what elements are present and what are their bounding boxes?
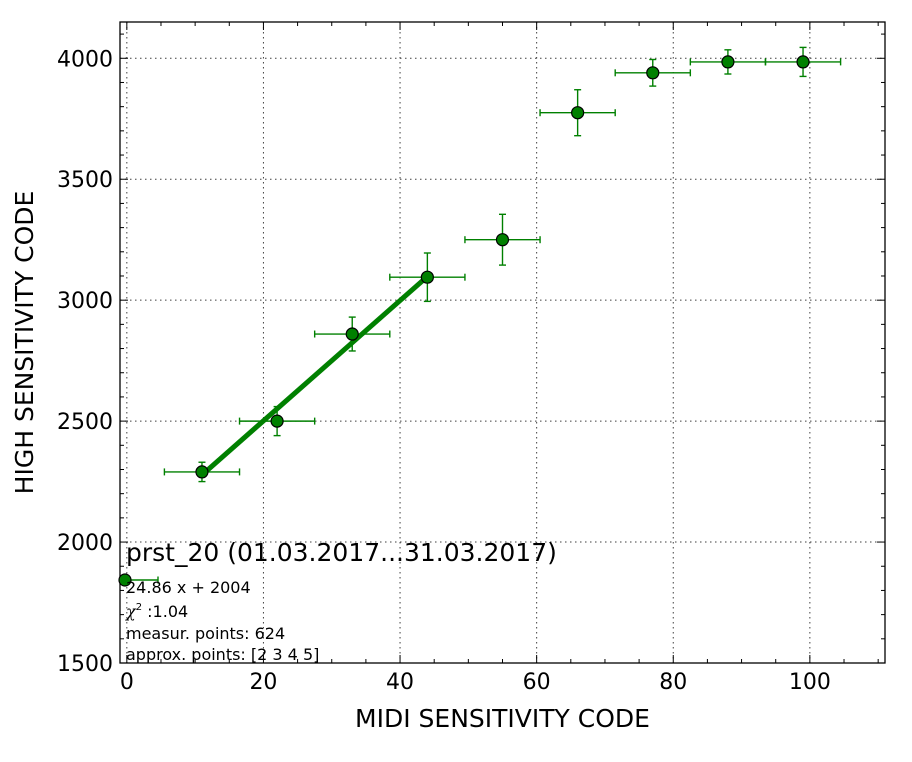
y-tick-label: 1500	[57, 652, 113, 677]
y-tick-label: 3500	[57, 168, 113, 193]
data-point	[571, 106, 585, 120]
x-tick-label: 20	[249, 670, 277, 695]
y-tick-label: 4000	[57, 47, 113, 72]
y-tick-label: 3000	[57, 289, 113, 314]
data-point-group	[464, 213, 541, 266]
x-tick-label: 80	[659, 670, 687, 695]
data-point-group	[163, 461, 241, 483]
y-tick-label: 2500	[57, 410, 113, 435]
points-layer	[163, 46, 842, 483]
legend-marker	[118, 573, 159, 587]
annotation-measured: measur. points: 624	[126, 624, 285, 643]
data-point	[270, 414, 284, 428]
data-point	[721, 55, 735, 69]
tick-labels: 0 20 40 60 80 100 1500 2000 2500 3000 3500 4000	[57, 47, 831, 695]
chi2-value: :1.04	[142, 602, 188, 621]
annotation-chi2: χ2 :1.04	[125, 602, 188, 621]
fit-layer	[200, 274, 430, 477]
annotation-equation: 24.86 x + 2004	[126, 578, 251, 597]
data-point-group	[238, 405, 316, 437]
data-point	[495, 233, 510, 247]
data-point-group	[689, 49, 767, 75]
x-tick-label: 0	[120, 670, 134, 695]
data-point	[796, 55, 810, 69]
data-point-group	[389, 252, 466, 303]
plot-frame	[119, 21, 886, 664]
data-point-group	[614, 58, 692, 87]
x-axis-label: MIDI SENSITIVITY CODE	[355, 704, 650, 733]
chi2-exponent: 2	[136, 602, 142, 613]
x-tick-label: 100	[789, 670, 831, 695]
grid	[120, 22, 885, 664]
fit-line	[200, 274, 430, 477]
x-tick-label: 40	[386, 670, 414, 695]
x-tick-label: 60	[523, 670, 551, 695]
chi2-symbol: χ	[125, 602, 137, 621]
y-axis-label: HIGH SENSITIVITY CODE	[10, 191, 39, 495]
data-point	[646, 66, 660, 80]
legend-point	[118, 573, 132, 587]
ticks-layer	[120, 22, 885, 664]
data-point	[345, 327, 359, 341]
y-tick-label: 2000	[57, 531, 113, 556]
data-point-group	[313, 316, 391, 352]
data-point-group	[764, 46, 842, 78]
annotation-approx: approx. points: [2 3 4 5]	[126, 645, 319, 664]
data-point	[195, 465, 209, 479]
annotation-box: prst_20 (01.03.2017...31.03.2017) 24.86 …	[118, 538, 557, 664]
data-point	[420, 270, 434, 284]
data-point-group	[539, 89, 616, 137]
annotation-title: prst_20 (01.03.2017...31.03.2017)	[126, 538, 557, 567]
